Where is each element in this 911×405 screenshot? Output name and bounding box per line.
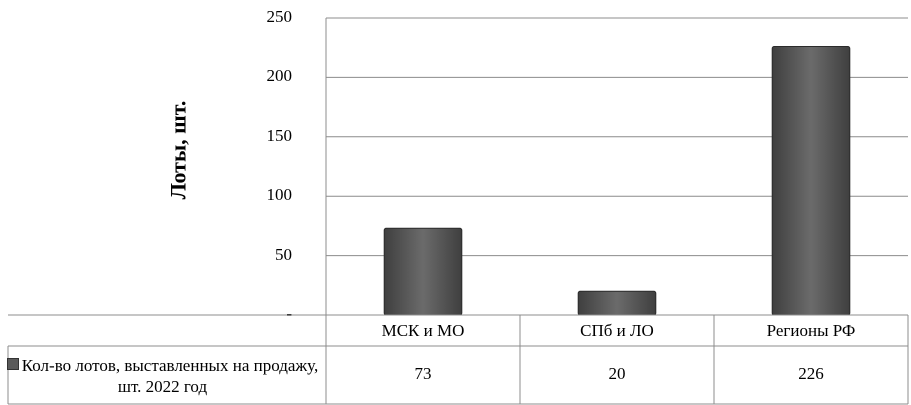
- data-table-value: 20: [608, 364, 626, 383]
- y-tick-label: 100: [266, 185, 293, 205]
- y-tick-label: 200: [266, 66, 293, 86]
- legend-entry: Кол-во лотов, выставленных на продажу, ш…: [0, 348, 325, 404]
- legend-swatch-icon: [6, 358, 19, 370]
- data-table-value: 73: [414, 364, 432, 383]
- y-tick-label: 50: [275, 244, 292, 264]
- chart-frame: [7, 18, 909, 405]
- y-tick-label: 250: [266, 7, 293, 26]
- category-label: Регионы РФ: [766, 321, 856, 340]
- y-axis-label-box: Лоты, шт.: [158, 60, 198, 240]
- bar: [771, 46, 851, 316]
- legend-label: Кол-во лотов, выставленных на продажу, ш…: [21, 356, 319, 396]
- bar: [577, 290, 657, 316]
- category-label: МСК и МО: [381, 321, 465, 340]
- bar: [383, 227, 463, 316]
- y-axis-label: Лоты, шт.: [165, 100, 191, 200]
- y-tick-label: -: [286, 304, 292, 323]
- bars: [383, 46, 851, 316]
- y-tick-label: 150: [266, 125, 293, 145]
- category-label: СПб и ЛО: [580, 321, 654, 340]
- data-table-value: 226: [798, 364, 824, 383]
